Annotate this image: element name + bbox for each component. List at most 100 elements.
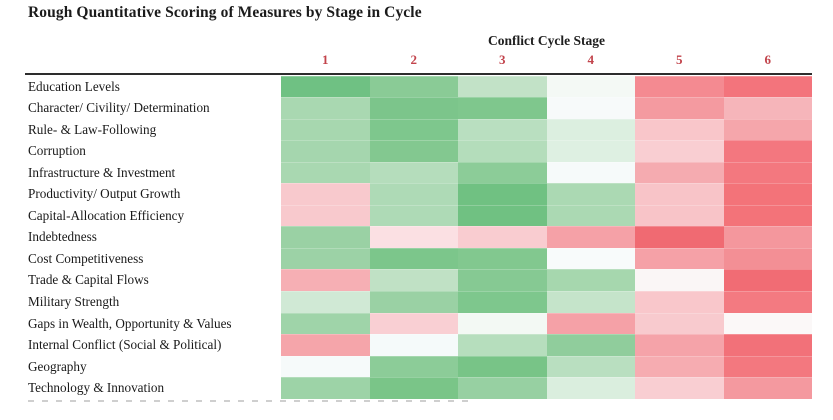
table-row: Capital-Allocation Efficiency [25,204,812,227]
heatmap-cell [281,161,370,184]
heatmap-cell [281,312,370,335]
row-label: Indebtedness [25,226,281,248]
heatmap-cell [635,334,724,356]
heatmap-cell [635,161,724,184]
table-row: Cost Competitiveness [25,247,812,270]
column-group-header: Conflict Cycle Stage [488,33,605,48]
heatmap-cell [635,247,724,270]
heatmap-cell [546,334,635,356]
stage-number-2: 2 [410,52,418,67]
heatmap-cell [281,247,370,270]
heatmap-cell [458,140,547,162]
heatmap-cell [281,118,370,141]
heatmap-cell [723,334,812,356]
row-label: Geography [25,355,281,378]
heatmap-cell [723,247,812,270]
table-row: Productivity/ Output Growth [25,183,812,205]
table-row: Education Levels [25,75,812,98]
heatmap-cell [369,118,458,141]
table-row: Character/ Civility/ Determination [25,97,812,119]
heatmap-cell [723,75,812,98]
heatmap-cell [281,377,370,399]
row-label: Infrastructure & Investment [25,161,281,184]
stage-number-6: 6 [764,52,772,67]
heatmap-cell [369,161,458,184]
row-label: Character/ Civility/ Determination [25,97,281,119]
truncated-next-row-hint [28,399,473,402]
heatmap-cell [369,226,458,248]
row-label: Education Levels [25,75,281,98]
heatmap-cell [635,140,724,162]
heatmap-cell [458,118,547,141]
table-row: Infrastructure & Investment [25,161,812,184]
heatmap-cell [281,183,370,205]
heatmap-cell [546,247,635,270]
heatmap-cell [546,75,635,98]
heatmap-cell [369,269,458,291]
heatmap-cell [281,97,370,119]
heatmap-cell [635,269,724,291]
stage-number-5: 5 [676,52,683,67]
heatmap-cell [546,355,635,378]
heatmap-cell [369,75,458,98]
heatmap-cell [723,312,812,335]
row-label: Cost Competitiveness [25,247,281,270]
stage-column-numbers: 1 2 3 4 5 6 [281,52,812,70]
heatmap-cell [635,97,724,119]
heatmap-cell [723,269,812,291]
heatmap-cell [635,75,724,98]
heatmap-cell [281,204,370,227]
row-label: Internal Conflict (Social & Political) [25,334,281,356]
heatmap-cell [723,97,812,119]
heatmap-cell [635,183,724,205]
heatmap-cell [723,377,812,399]
heatmap-cell [458,290,547,313]
page-title: Rough Quantitative Scoring of Measures b… [28,4,422,21]
heatmap-cell [546,140,635,162]
heatmap-cell [369,334,458,356]
heatmap-cell [281,269,370,291]
heatmap-cell [458,161,547,184]
table-row: Technology & Innovation [25,377,812,399]
heatmap-cell [635,312,724,335]
stage-number-3: 3 [499,52,506,67]
heatmap-cell [723,118,812,141]
heatmap-cell [546,269,635,291]
heatmap-cell [723,290,812,313]
heatmap-cell [458,334,547,356]
heatmap-cell [281,290,370,313]
heatmap-cell [369,312,458,335]
heatmap-cell [723,183,812,205]
heatmap-cell [635,204,724,227]
row-label: Rule- & Law-Following [25,118,281,141]
heatmap-cell [723,204,812,227]
heatmap-cell [281,334,370,356]
heatmap-cell [458,312,547,335]
heatmap-cell [546,118,635,141]
heatmap-cell [458,247,547,270]
heatmap-cell [369,355,458,378]
heatmap-cell [635,118,724,141]
row-label: Technology & Innovation [25,377,281,399]
row-label: Corruption [25,140,281,162]
table-row: Military Strength [25,290,812,313]
heatmap-cell [281,355,370,378]
heatmap-cell [546,97,635,119]
heatmap-cell [458,377,547,399]
row-label: Capital-Allocation Efficiency [25,204,281,227]
table-row: Corruption [25,140,812,162]
heatmap-cell [281,140,370,162]
heatmap-table: Education Levels Character/ Civility/ Det… [25,75,812,399]
row-label: Trade & Capital Flows [25,269,281,291]
heatmap-cell [369,183,458,205]
heatmap-cell [635,377,724,399]
heatmap-cell [635,355,724,378]
row-label: Military Strength [25,290,281,313]
heatmap-cell [458,355,547,378]
heatmap-cell [369,140,458,162]
table-row: Geography [25,355,812,378]
table-top-rule [25,72,812,76]
heatmap-cell [546,204,635,227]
heatmap-cell [723,161,812,184]
